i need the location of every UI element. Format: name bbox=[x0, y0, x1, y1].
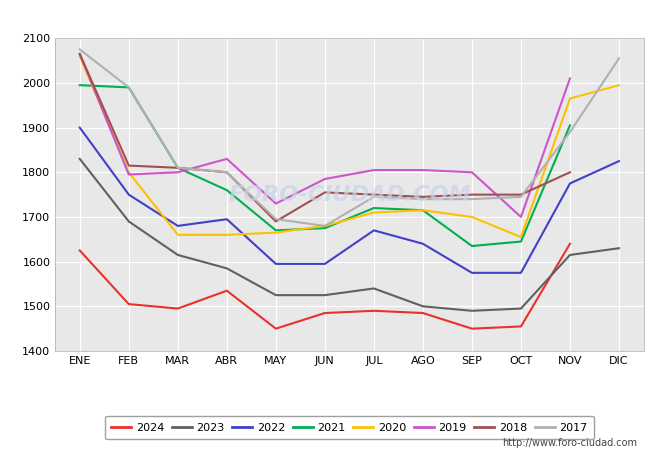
Text: FORO-CIUDAD.COM: FORO-CIUDAD.COM bbox=[228, 184, 471, 205]
Legend: 2024, 2023, 2022, 2021, 2020, 2019, 2018, 2017: 2024, 2023, 2022, 2021, 2020, 2019, 2018… bbox=[105, 416, 594, 439]
Text: http://www.foro-ciudad.com: http://www.foro-ciudad.com bbox=[502, 438, 637, 448]
Text: Afiliados en Quesada a 30/11/2024: Afiliados en Quesada a 30/11/2024 bbox=[179, 9, 471, 27]
